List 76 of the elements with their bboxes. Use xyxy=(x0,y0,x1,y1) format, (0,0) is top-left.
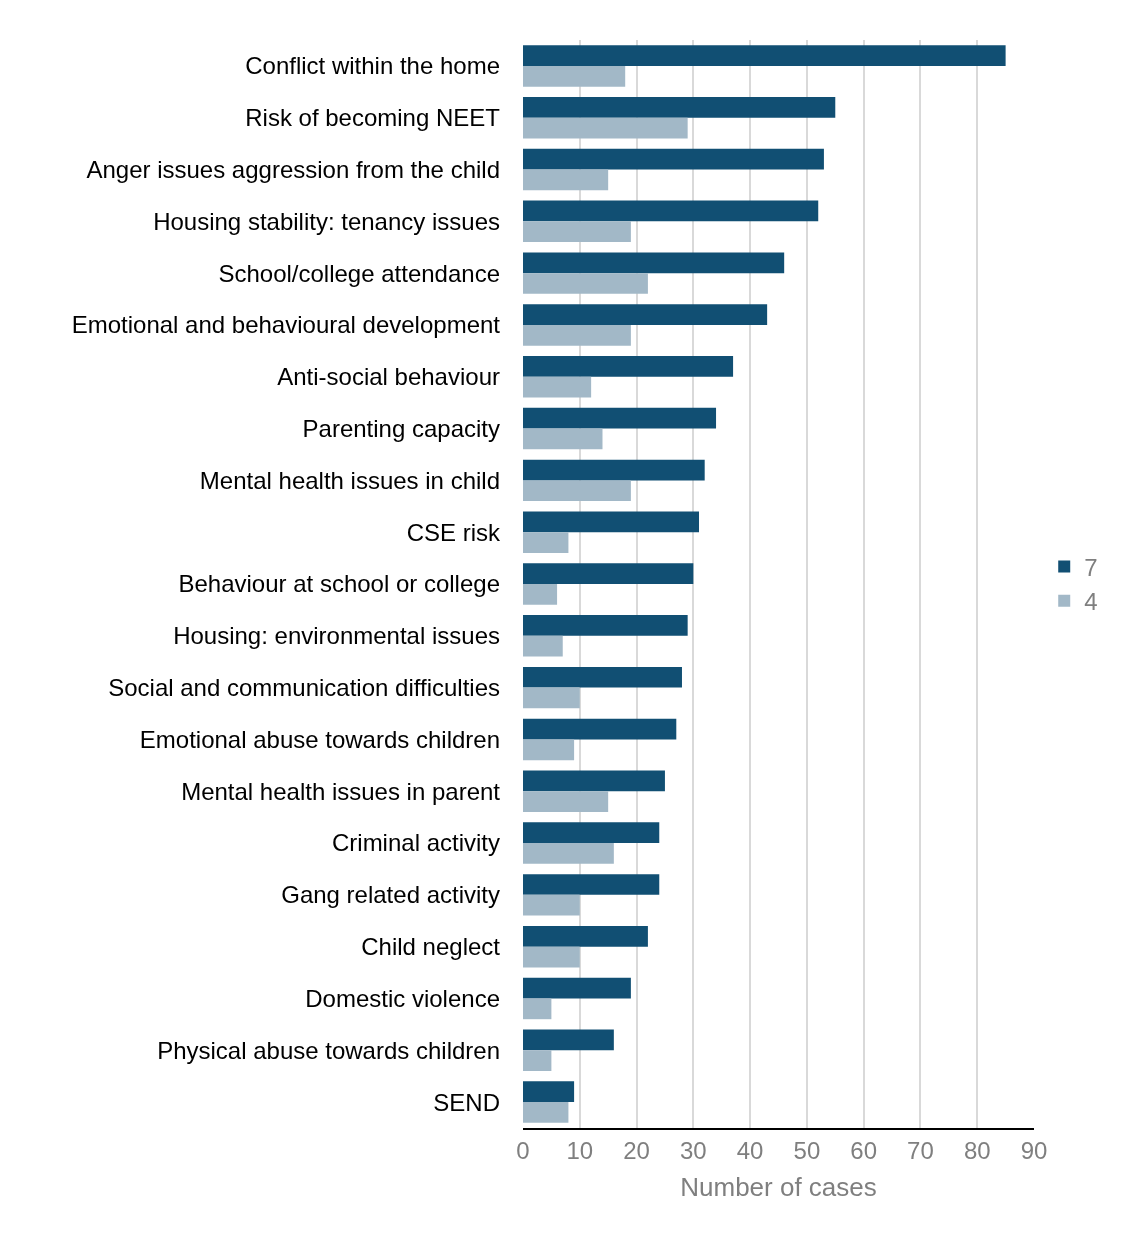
x-tick-label: 60 xyxy=(850,1136,878,1164)
bar xyxy=(523,65,626,87)
bar xyxy=(523,252,785,274)
bar xyxy=(523,407,717,429)
y-tick-label: CSE risk xyxy=(406,518,501,546)
y-tick-label: Criminal activity xyxy=(331,829,500,857)
bar xyxy=(523,874,660,895)
y-tick-label: Mental health issues in child xyxy=(199,466,500,494)
y-tick-label: Gang related activity xyxy=(281,881,500,909)
x-tick-label: 80 xyxy=(963,1136,991,1164)
y-tick-label: Behaviour at school or college xyxy=(178,570,500,598)
bar xyxy=(523,96,836,118)
bar xyxy=(523,822,660,844)
x-tick-label: 40 xyxy=(736,1136,764,1164)
y-tick-label: Housing stability: tenancy issues xyxy=(153,207,500,235)
bar xyxy=(523,428,603,450)
bar xyxy=(523,925,648,947)
y-tick-label: Mental health issues in parent xyxy=(181,777,501,805)
bar xyxy=(523,977,631,999)
y-tick-label: Physical abuse towards children xyxy=(157,1036,500,1064)
legend-label: 4 xyxy=(1084,588,1098,616)
bar xyxy=(523,304,768,325)
bar xyxy=(523,791,609,812)
bar xyxy=(523,635,563,657)
y-tick-label: SEND xyxy=(433,1088,500,1116)
legend-label: 7 xyxy=(1084,553,1098,581)
x-tick-label: 20 xyxy=(623,1136,650,1164)
bar xyxy=(523,946,580,968)
y-tick-label: Social and communication difficulties xyxy=(108,674,500,702)
bar xyxy=(523,480,631,502)
x-tick-label: 0 xyxy=(516,1136,530,1164)
bar xyxy=(523,666,682,688)
y-tick-label: Conflict within the home xyxy=(245,52,500,80)
x-tick-label: 70 xyxy=(907,1136,934,1164)
y-tick-label: Child neglect xyxy=(361,933,501,961)
bar xyxy=(523,1081,575,1103)
bar xyxy=(523,45,1006,66)
x-tick-label: 90 xyxy=(1020,1136,1048,1164)
y-tick-label: Housing: environmental issues xyxy=(173,622,500,650)
bar xyxy=(523,615,688,636)
bar xyxy=(523,324,631,346)
y-tick-label: Domestic violence xyxy=(305,984,500,1012)
bar xyxy=(523,894,580,916)
y-tick-label: Emotional and behavioural development xyxy=(71,311,501,339)
bar xyxy=(523,148,824,170)
y-tick-label: School/college attendance xyxy=(218,259,500,287)
bar xyxy=(523,584,558,605)
x-tick-label: 50 xyxy=(793,1136,821,1164)
bar xyxy=(523,169,609,191)
bar xyxy=(523,770,665,792)
bar xyxy=(523,687,580,709)
y-tick-label: Emotional abuse towards children xyxy=(139,725,500,753)
y-tick-label: Anger issues aggression from the child xyxy=(86,155,500,183)
bar xyxy=(523,1029,614,1051)
x-axis-title: Number of cases xyxy=(680,1172,877,1202)
bar xyxy=(523,998,552,1020)
bar xyxy=(523,273,648,294)
bar xyxy=(523,739,575,761)
bar xyxy=(523,459,705,481)
bar xyxy=(523,718,677,740)
bar xyxy=(523,1102,569,1123)
bar xyxy=(523,356,734,377)
y-tick-label: Risk of becoming NEET xyxy=(245,104,501,132)
bar xyxy=(523,532,569,553)
bar xyxy=(523,1050,552,1072)
bar xyxy=(523,511,700,533)
bar xyxy=(523,200,819,222)
y-tick-label: Anti-social behaviour xyxy=(277,363,500,391)
bar xyxy=(523,843,614,864)
x-tick-label: 10 xyxy=(566,1136,594,1164)
bar xyxy=(523,221,631,243)
bar xyxy=(523,376,592,398)
x-tick-label: 30 xyxy=(679,1136,707,1164)
bar xyxy=(523,563,694,584)
y-tick-label: Parenting capacity xyxy=(302,414,500,442)
bar xyxy=(523,117,688,139)
